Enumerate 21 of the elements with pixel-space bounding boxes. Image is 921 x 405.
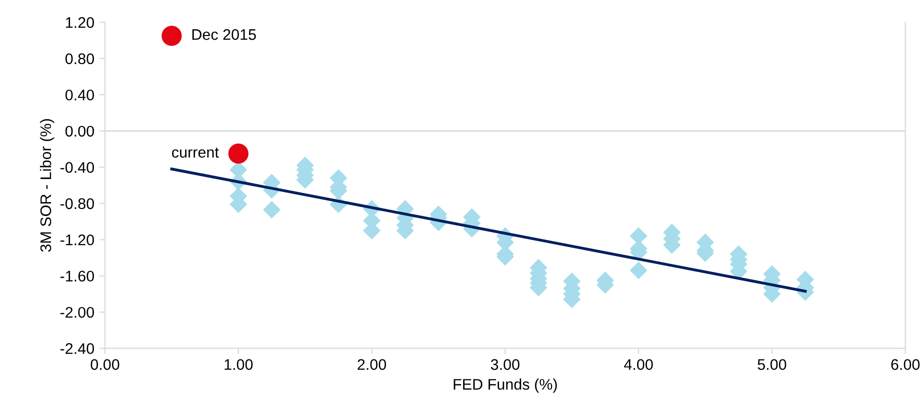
x-tick-label: 3.00	[490, 359, 520, 370]
y-tick-label: -0.80	[60, 198, 94, 210]
y-tick-label: -1.60	[60, 270, 94, 282]
annotation: current	[172, 148, 219, 158]
x-tick-label: 5.00	[758, 359, 786, 370]
x-axis-title: FED Funds (%)	[454, 378, 557, 393]
y-tick-label: 1.20	[66, 17, 94, 28]
x-tick-label: 2.00	[358, 359, 386, 370]
y-tick-label: 0.40	[65, 90, 94, 100]
y-tick-label: 0.80	[65, 53, 94, 64]
x-tick-label: 6.00	[891, 359, 920, 370]
x-tick-label: 4.00	[624, 359, 653, 370]
y-tick-label: -2.40	[60, 343, 94, 354]
annotation: Dec 2015	[192, 29, 256, 40]
y-tick-label: -0.40	[60, 162, 94, 173]
y-tick-label: -2.00	[60, 306, 94, 318]
y-tick-label: 0.00	[65, 126, 94, 137]
y-axis-title: 3M SOR - Libor (%)	[40, 119, 54, 252]
x-tick-label: 0.00	[90, 359, 120, 370]
x-tick-label: 1.00	[224, 359, 253, 370]
y-tick-label: -1.20	[60, 234, 94, 246]
